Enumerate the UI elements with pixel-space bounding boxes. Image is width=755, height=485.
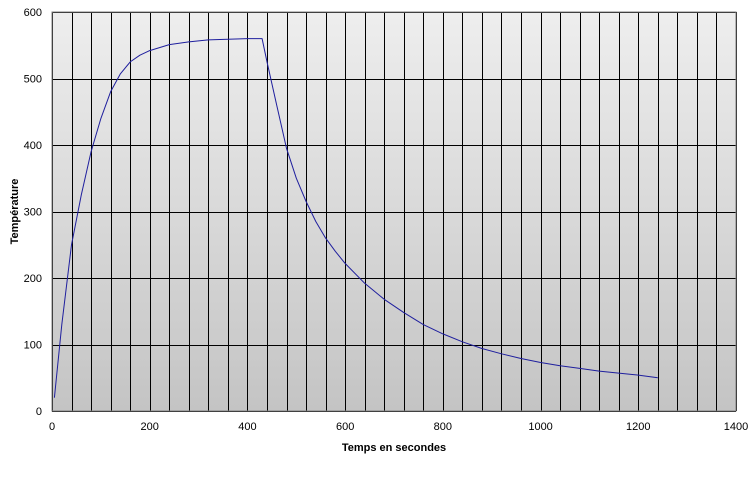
y-tick-label: 100 xyxy=(24,340,42,352)
series-group xyxy=(53,38,658,398)
y-tick-label: 500 xyxy=(24,74,42,86)
y-axis-title: Température xyxy=(9,179,21,245)
series-line xyxy=(53,38,658,398)
plot-border xyxy=(51,11,737,412)
y-tick-label: 400 xyxy=(24,140,42,152)
x-axis-title: Temps en secondes xyxy=(342,442,446,454)
y-axis-ticks: 0 100 200 300 400 500 600 xyxy=(24,7,42,418)
x-tick-label: 0 xyxy=(49,421,55,433)
plot-area xyxy=(52,12,736,411)
x-axis-ticks: 0 200 400 600 800 1000 1200 1400 xyxy=(49,421,748,433)
y-tick-label: 300 xyxy=(24,207,42,219)
x-tick-label: 800 xyxy=(434,421,452,433)
y-tick-label: 200 xyxy=(24,273,42,285)
x-tick-label: 1000 xyxy=(528,421,552,433)
x-tick-label: 600 xyxy=(336,421,354,433)
x-tick-label: 400 xyxy=(238,421,256,433)
y-tick-label: 600 xyxy=(24,7,42,19)
x-tick-label: 1200 xyxy=(626,421,650,433)
x-tick-label: 1400 xyxy=(724,421,748,433)
y-tick-label: 0 xyxy=(36,406,42,418)
gridlines xyxy=(52,12,737,412)
x-tick-label: 200 xyxy=(141,421,159,433)
